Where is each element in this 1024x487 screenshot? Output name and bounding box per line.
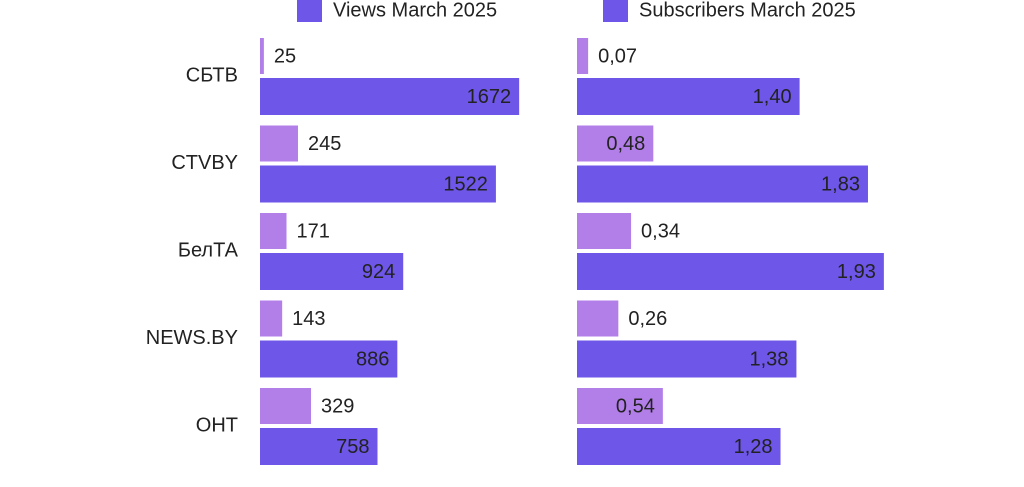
bar	[577, 125, 654, 162]
bar	[260, 38, 264, 74]
bar	[577, 388, 663, 424]
bar	[260, 428, 378, 465]
bar	[260, 78, 520, 115]
category-label: БелТА	[178, 239, 239, 261]
value-label: 924	[362, 261, 395, 283]
value-label: 25	[274, 45, 296, 67]
legend-label: Subscribers March 2025	[639, 0, 856, 21]
value-label: 1,40	[753, 86, 792, 108]
bar	[260, 125, 298, 162]
value-label: 886	[356, 348, 389, 370]
value-label: 0,07	[598, 45, 637, 67]
bar	[577, 165, 868, 203]
value-label: 1,93	[837, 261, 876, 283]
value-label: 329	[321, 395, 354, 417]
value-label: 0,34	[641, 220, 680, 242]
bar	[260, 253, 404, 290]
bar	[577, 428, 781, 465]
legend-swatch	[297, 0, 322, 22]
category-label: ОНТ	[196, 414, 238, 436]
bar	[577, 253, 884, 290]
bar	[260, 340, 398, 378]
value-label: 1,28	[734, 436, 773, 458]
legend-swatch	[603, 0, 628, 22]
bar	[577, 38, 589, 74]
value-label: 245	[308, 133, 341, 155]
category-label: CTVBY	[171, 152, 238, 174]
value-label: 143	[292, 308, 325, 330]
legend-label: Views March 2025	[333, 0, 497, 21]
value-label: 758	[336, 436, 369, 458]
value-label: 1672	[467, 86, 512, 108]
value-label: 1522	[443, 173, 488, 195]
bar	[260, 165, 496, 203]
bar	[577, 340, 797, 378]
value-label: 1,38	[749, 348, 788, 370]
category-label: СБТВ	[186, 64, 238, 86]
bar	[577, 213, 632, 249]
category-label: NEWS.BY	[146, 327, 238, 349]
bar	[577, 78, 800, 115]
value-label: 0,26	[628, 308, 667, 330]
value-label: 0,48	[606, 133, 645, 155]
bar	[260, 213, 287, 249]
value-label: 0,54	[616, 395, 655, 417]
value-label: 171	[297, 220, 330, 242]
bar	[577, 300, 619, 337]
value-label: 1,83	[821, 173, 860, 195]
bar	[260, 300, 283, 337]
bar	[260, 388, 311, 424]
